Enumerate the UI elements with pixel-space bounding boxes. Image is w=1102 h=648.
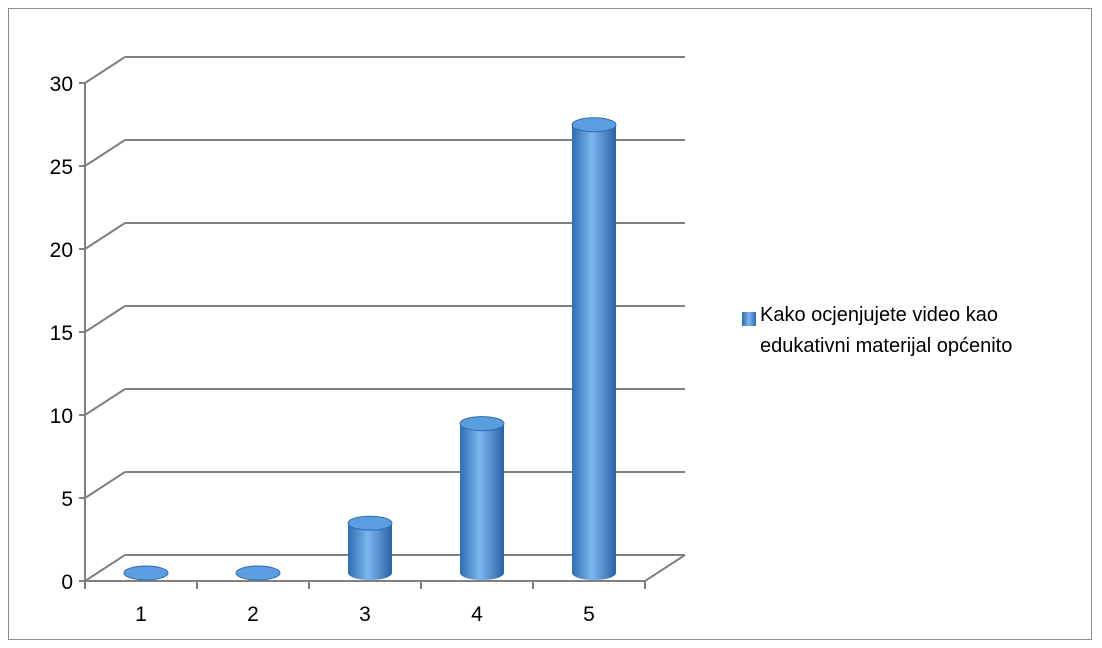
bar-5: [571, 117, 617, 581]
chart-frame: [8, 8, 1092, 640]
gridline-side-5: [84, 471, 126, 499]
gridline-side-10: [84, 388, 126, 416]
y-tick-label-0: 0: [61, 571, 73, 594]
y-tick-label-20: 20: [50, 239, 73, 262]
y-tick-label-15: 15: [50, 322, 73, 345]
bar-2: [235, 565, 281, 581]
y-tick-label-5: 5: [61, 488, 73, 511]
bar-1: [123, 565, 169, 581]
x-tick-label-2: 2: [247, 603, 259, 626]
x-tick-label-1: 1: [135, 603, 147, 626]
x-tick-label-3: 3: [359, 603, 371, 626]
y-tick-label-10: 10: [50, 405, 73, 428]
bar-top-5: [571, 117, 617, 133]
bar-top-1: [123, 565, 169, 581]
bar-body-5: [572, 124, 616, 581]
bar-top-2: [235, 565, 281, 581]
gridline-side-30: [84, 56, 126, 84]
bar-body-4: [460, 423, 504, 580]
bar-4: [459, 416, 505, 580]
legend-entry-label: Kako ocjenjujete video kao edukativni ma…: [760, 304, 1013, 357]
y-tick-label-30: 30: [50, 73, 73, 96]
x-tick-label-5: 5: [583, 603, 595, 626]
legend-swatch: [742, 312, 756, 326]
bar-3: [347, 515, 393, 580]
x-tick-label-4: 4: [471, 603, 483, 626]
bar-top-3: [347, 515, 393, 531]
gridline-side-15: [84, 305, 126, 333]
gridline-side-0: [84, 554, 126, 582]
y-tick-label-25: 25: [50, 156, 73, 179]
bar-body-3: [348, 523, 392, 580]
gridline-side-20: [84, 222, 126, 250]
bar-top-4: [459, 416, 505, 432]
gridline-side-25: [84, 139, 126, 167]
